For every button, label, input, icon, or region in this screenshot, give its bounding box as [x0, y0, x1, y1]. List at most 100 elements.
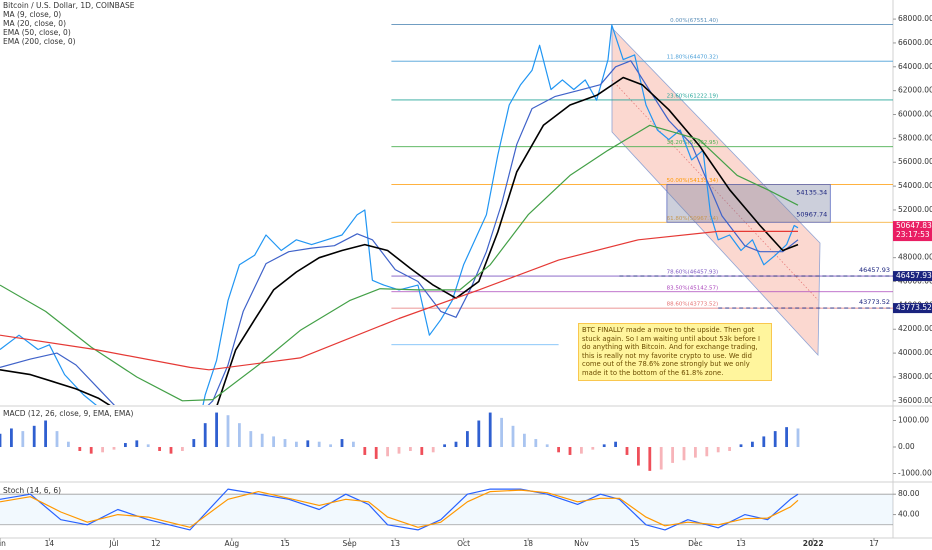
macd-bar	[739, 444, 743, 448]
y-tick-label: 60000.00	[898, 110, 932, 119]
fib-label: 83.50%(45142.57)	[667, 285, 719, 291]
macd-bar	[67, 441, 70, 448]
macd-bar	[363, 447, 367, 455]
pane	[0, 412, 800, 471]
macd-bar	[283, 439, 287, 448]
box-label: 50967.74	[796, 210, 827, 218]
channel-midline	[611, 79, 819, 301]
macd-bar	[181, 447, 184, 451]
macd-bar	[386, 447, 389, 457]
macd-bar	[78, 447, 82, 451]
macd-bar	[44, 420, 47, 448]
macd-bar	[249, 431, 253, 448]
x-tick-label: 2022	[803, 539, 824, 548]
macd-bar	[260, 433, 264, 448]
macd-bar	[454, 441, 458, 448]
axis-price-tag	[893, 271, 932, 282]
macd-bar	[637, 447, 640, 466]
macd-bar	[272, 436, 275, 448]
macd-bar	[306, 440, 310, 448]
macd-bar	[431, 447, 435, 453]
x-tick-label: 15	[630, 539, 640, 548]
macd-bar	[500, 417, 503, 448]
macd-bar	[466, 431, 469, 448]
x-tick-label: 15	[280, 539, 290, 548]
macd-bar	[694, 447, 697, 458]
series-line	[0, 76, 799, 405]
series-line	[0, 24, 799, 405]
macd-bar	[591, 447, 595, 450]
macd-bar	[762, 436, 766, 448]
series-line	[0, 230, 798, 371]
series-line	[0, 489, 799, 528]
y-tick-label: 80.00	[898, 489, 920, 498]
x-tick-label: 18	[523, 539, 533, 548]
legend-entry: MA (9, close, 0)	[3, 10, 61, 19]
macd-bar	[614, 441, 617, 448]
stoch-band	[0, 494, 893, 525]
macd-bar	[21, 431, 25, 448]
macd-bar	[659, 447, 663, 470]
y-tick-label: 56000.00	[898, 157, 932, 166]
macd-bar	[329, 444, 332, 448]
y-tick-label: 0.00	[898, 442, 915, 451]
y-tick-label: 36000.00	[898, 396, 932, 405]
macd-bar	[523, 433, 526, 448]
x-tick-label: 14	[45, 539, 55, 548]
macd-bar	[158, 447, 161, 451]
level-label: 43773.52	[859, 298, 890, 306]
macd-bar	[203, 423, 207, 448]
macd-bar	[796, 428, 800, 448]
box-label: 54135.34	[796, 188, 827, 196]
macd-bar	[352, 441, 355, 448]
macd-bar	[374, 447, 378, 459]
fib-label: 61.80%(50967.74)	[667, 216, 719, 222]
macd-bar	[295, 441, 298, 448]
y-tick-label: 52000.00	[898, 205, 932, 214]
macd-bar	[580, 447, 583, 454]
series-line	[0, 124, 799, 402]
chart-title: Bitcoin / U.S. Dollar, 1D, COINBASE	[3, 1, 135, 10]
pane	[0, 488, 893, 531]
x-tick-label: 17	[869, 539, 879, 548]
descending-channel	[611, 27, 821, 357]
macd-bar	[215, 412, 218, 448]
macd-bar	[135, 440, 139, 448]
axis-price-tag	[893, 303, 932, 314]
macd-bar	[705, 447, 709, 457]
fib-label: 78.60%(46457.93)	[667, 270, 719, 276]
pane-title: MACD (12, 26, close, 9, EMA, EMA)	[3, 409, 133, 418]
macd-bar	[511, 425, 515, 448]
y-tick-label: -1000.00	[898, 469, 932, 478]
x-tick-label: Jun	[0, 539, 6, 548]
fib-label: 38.20%(57302.95)	[667, 140, 719, 146]
y-tick-label: 62000.00	[898, 86, 932, 95]
macd-bar	[785, 427, 788, 448]
axis-price-label: 43773.52	[896, 303, 932, 312]
macd-bar	[146, 444, 150, 448]
macd-bar	[101, 447, 104, 453]
macd-bar	[409, 447, 412, 451]
y-tick-label: 38000.00	[898, 372, 932, 381]
macd-bar	[420, 447, 424, 455]
macd-bar	[10, 428, 13, 448]
macd-bar	[534, 439, 538, 448]
legend-entry: EMA (200, close, 0)	[3, 37, 76, 46]
macd-bar	[625, 447, 629, 455]
macd-bar	[397, 447, 401, 454]
fib-label: 50.00%(54135.34)	[667, 178, 719, 184]
macd-bar	[728, 447, 731, 451]
macd-bar	[568, 447, 572, 455]
macd-bar	[226, 415, 230, 448]
macd-bar	[89, 447, 93, 454]
macd-bar	[716, 447, 720, 453]
y-tick-label: 68000.00	[898, 14, 932, 23]
macd-bar	[648, 447, 652, 471]
pane: 0.00%(67551.40) 11.80%(64470.32) 23.60%(61…	[0, 18, 893, 405]
x-tick-label: Aug	[224, 539, 239, 548]
macd-bar	[773, 431, 777, 448]
x-tick-label: Nov	[574, 539, 589, 548]
macd-bar	[169, 447, 173, 454]
macd-bar	[192, 439, 196, 448]
